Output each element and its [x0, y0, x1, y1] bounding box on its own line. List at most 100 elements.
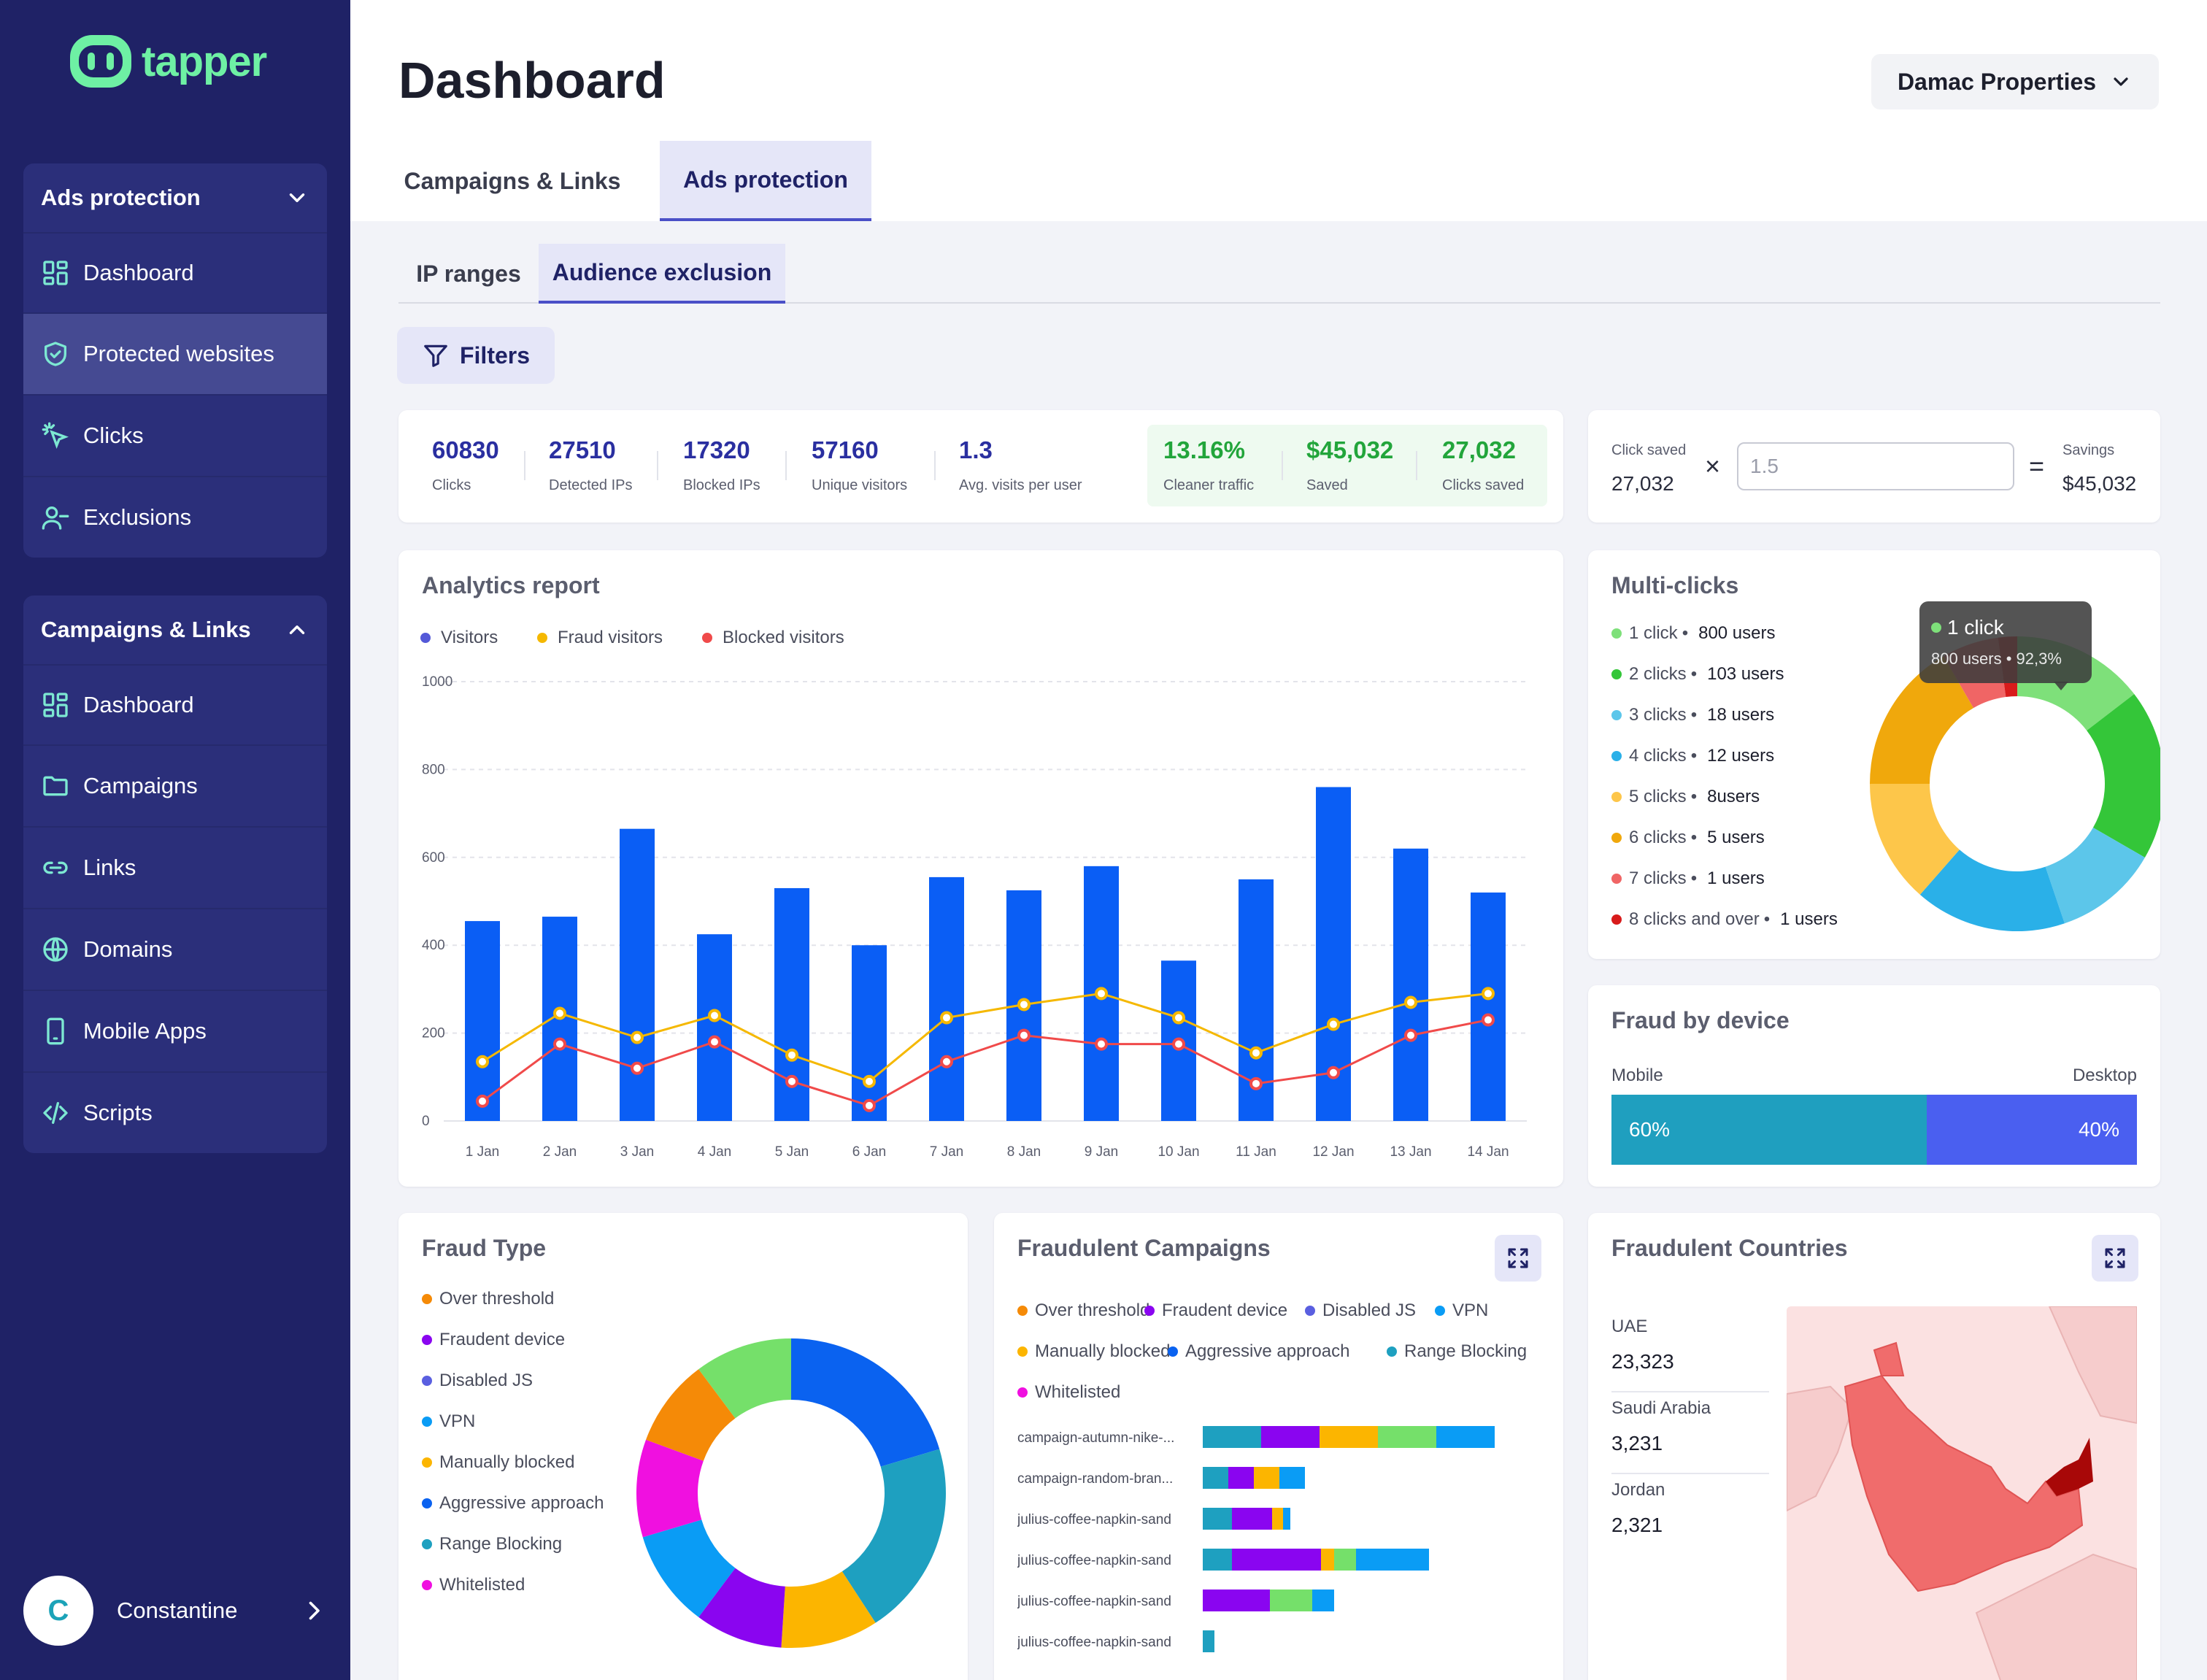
- bar-visitors[interactable]: [1471, 892, 1506, 1121]
- campaign-bar-segment[interactable]: [1203, 1549, 1232, 1571]
- point-blocked-visitors[interactable]: [1404, 1028, 1417, 1042]
- bar-visitors[interactable]: [852, 945, 887, 1121]
- bar-visitors[interactable]: [465, 921, 500, 1121]
- sidebar-group-header[interactable]: Ads protection: [23, 163, 327, 232]
- point-blocked-visitors[interactable]: [785, 1074, 798, 1088]
- sidebar-item-campaigns[interactable]: Campaigns: [23, 744, 327, 826]
- campaign-bar-segment[interactable]: [1436, 1426, 1495, 1448]
- fraud-type-slice[interactable]: [791, 1338, 940, 1467]
- point-fraud-visitors[interactable]: [1095, 987, 1108, 1001]
- company-selector[interactable]: Damac Properties: [1871, 54, 2159, 109]
- campaign-name[interactable]: campaign-random-bran...: [1017, 1471, 1174, 1487]
- campaign-bar-segment[interactable]: [1272, 1508, 1283, 1530]
- campaign-bar-segment[interactable]: [1356, 1549, 1429, 1571]
- sidebar-group-header[interactable]: Campaigns & Links: [23, 596, 327, 664]
- fraud-type-slice[interactable]: [781, 1571, 876, 1648]
- point-fraud-visitors[interactable]: [708, 1009, 721, 1022]
- campaign-name[interactable]: campaign-autumn-nike-...: [1017, 1430, 1175, 1446]
- campaign-bar-segment[interactable]: [1334, 1549, 1356, 1571]
- sidebar-item-exclusions[interactable]: Exclusions: [23, 476, 327, 558]
- user-profile[interactable]: C Constantine: [23, 1574, 327, 1647]
- point-fraud-visitors[interactable]: [1404, 995, 1417, 1009]
- point-blocked-visitors[interactable]: [1482, 1013, 1495, 1027]
- campaign-name[interactable]: julius-coffee-napkin-sand: [1017, 1512, 1171, 1527]
- fraud-type-slice[interactable]: [841, 1449, 946, 1623]
- fraud-type-slice[interactable]: [636, 1439, 704, 1538]
- campaign-bar-segment[interactable]: [1378, 1426, 1436, 1448]
- bar-visitors[interactable]: [697, 934, 732, 1121]
- tab-campaigns-links[interactable]: Campaigns & Links: [404, 167, 621, 194]
- expand-button[interactable]: [2092, 1235, 2138, 1282]
- point-fraud-visitors[interactable]: [940, 1011, 953, 1025]
- point-blocked-visitors[interactable]: [1249, 1076, 1263, 1090]
- point-blocked-visitors[interactable]: [1327, 1066, 1340, 1079]
- bar-visitors[interactable]: [1316, 787, 1351, 1121]
- tab-ip-ranges[interactable]: IP ranges: [416, 260, 521, 287]
- point-fraud-visitors[interactable]: [785, 1048, 798, 1062]
- sidebar-item-domains[interactable]: Domains: [23, 908, 327, 990]
- tab-ads-protection[interactable]: Ads protection: [660, 141, 871, 221]
- fraud-type-slice[interactable]: [698, 1338, 791, 1419]
- campaign-bar-segment[interactable]: [1279, 1467, 1305, 1489]
- sidebar-item-links[interactable]: Links: [23, 826, 327, 908]
- campaign-bar-segment[interactable]: [1254, 1467, 1279, 1489]
- tab-audience-exclusion[interactable]: Audience exclusion: [539, 244, 785, 304]
- point-blocked-visitors[interactable]: [863, 1098, 876, 1112]
- fraud-type-slice[interactable]: [642, 1519, 736, 1617]
- country-uae[interactable]: UAE 23,323: [1611, 1317, 1769, 1392]
- campaign-name[interactable]: julius-coffee-napkin-sand: [1017, 1553, 1171, 1568]
- point-blocked-visitors[interactable]: [631, 1061, 644, 1075]
- campaign-bar-segment[interactable]: [1312, 1590, 1334, 1611]
- campaign-bar-segment[interactable]: [1203, 1630, 1214, 1652]
- point-fraud-visitors[interactable]: [1482, 987, 1495, 1001]
- multiclicks-slice[interactable]: [2045, 828, 2145, 924]
- fraud-type-slice[interactable]: [698, 1568, 785, 1648]
- cost-per-click-input[interactable]: [1737, 442, 2014, 490]
- multiclicks-slice[interactable]: [1870, 784, 1960, 895]
- point-fraud-visitors[interactable]: [631, 1030, 644, 1044]
- campaign-bar-segment[interactable]: [1228, 1467, 1254, 1489]
- multiclicks-slice[interactable]: [2087, 694, 2160, 858]
- country-saudi-arabia[interactable]: Saudi Arabia 3,231: [1611, 1398, 1769, 1474]
- country-jordan[interactable]: Jordan 2,321: [1611, 1480, 1769, 1556]
- point-fraud-visitors[interactable]: [1249, 1046, 1263, 1060]
- point-fraud-visitors[interactable]: [476, 1055, 489, 1068]
- point-fraud-visitors[interactable]: [1172, 1011, 1185, 1025]
- bar-visitors[interactable]: [620, 828, 655, 1121]
- point-fraud-visitors[interactable]: [1017, 998, 1031, 1012]
- multiclicks-slice[interactable]: [1870, 656, 1973, 784]
- campaign-bar-segment[interactable]: [1203, 1426, 1261, 1448]
- point-blocked-visitors[interactable]: [476, 1094, 489, 1108]
- multiclicks-slice[interactable]: [1919, 849, 2065, 931]
- point-fraud-visitors[interactable]: [1327, 1017, 1340, 1031]
- point-blocked-visitors[interactable]: [553, 1037, 566, 1051]
- campaign-bar-segment[interactable]: [1203, 1508, 1232, 1530]
- point-blocked-visitors[interactable]: [708, 1035, 721, 1049]
- point-blocked-visitors[interactable]: [1172, 1037, 1185, 1051]
- bar-visitors[interactable]: [1393, 848, 1428, 1121]
- bar-visitors[interactable]: [929, 876, 964, 1121]
- campaign-bar-segment[interactable]: [1320, 1426, 1378, 1448]
- fraud-type-slice[interactable]: [646, 1369, 736, 1461]
- sidebar-item-clicks[interactable]: Clicks: [23, 394, 327, 476]
- campaign-bar-segment[interactable]: [1270, 1590, 1312, 1611]
- campaign-bar-segment[interactable]: [1232, 1508, 1272, 1530]
- campaign-name[interactable]: julius-coffee-napkin-sand: [1017, 1635, 1171, 1650]
- point-fraud-visitors[interactable]: [553, 1006, 566, 1020]
- campaign-bar-segment[interactable]: [1261, 1426, 1320, 1448]
- filters-button[interactable]: Filters: [397, 327, 555, 384]
- point-blocked-visitors[interactable]: [1095, 1037, 1108, 1051]
- sidebar-item-protected-websites[interactable]: Protected websites: [23, 312, 327, 394]
- expand-button[interactable]: [1495, 1235, 1541, 1282]
- point-blocked-visitors[interactable]: [1017, 1028, 1031, 1042]
- sidebar-item-scripts[interactable]: Scripts: [23, 1071, 327, 1153]
- sidebar-item-dashboard[interactable]: Dashboard: [23, 664, 327, 744]
- logo[interactable]: tapper: [67, 32, 267, 90]
- campaign-bar-segment[interactable]: [1203, 1467, 1228, 1489]
- campaign-bar-segment[interactable]: [1232, 1549, 1321, 1571]
- campaign-bar-segment[interactable]: [1321, 1549, 1334, 1571]
- campaign-bar-segment[interactable]: [1283, 1508, 1290, 1530]
- sidebar-item-mobile-apps[interactable]: Mobile Apps: [23, 990, 327, 1071]
- campaign-name[interactable]: julius-coffee-napkin-sand: [1017, 1594, 1171, 1609]
- campaign-bar-segment[interactable]: [1203, 1590, 1270, 1611]
